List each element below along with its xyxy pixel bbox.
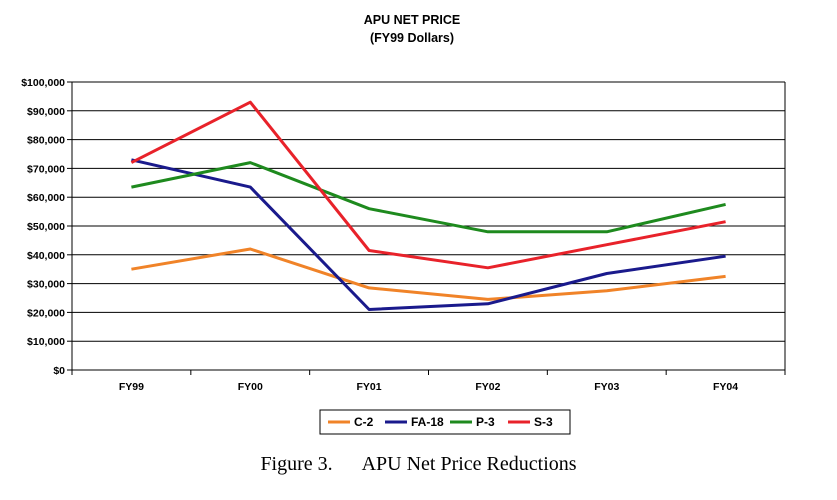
legend-label: S-3 xyxy=(534,415,553,429)
series-lines xyxy=(130,100,726,311)
y-tick-label: $0 xyxy=(53,365,65,377)
series-line-s-3 xyxy=(130,100,726,270)
series-line-fa-18 xyxy=(131,158,726,311)
y-tick-label: $60,000 xyxy=(27,192,65,204)
y-tick-label: $30,000 xyxy=(27,279,65,291)
x-tick-label: FY04 xyxy=(713,381,738,393)
figure-caption-text: APU Net Price Reductions xyxy=(361,453,577,475)
y-axis-ticks: $0 $10,000 $20,000 $30,000 $40,000 $50,000 $60… xyxy=(21,77,65,377)
x-tick-label: FY99 xyxy=(119,381,144,393)
figure-label: Figure 3. xyxy=(260,453,333,475)
legend-label: P-3 xyxy=(476,415,495,429)
x-tick-label: FY03 xyxy=(594,381,619,393)
legend-label: C-2 xyxy=(354,415,374,429)
x-axis-ticks: FY99 FY00 FY01 FY02 FY03 FY04 xyxy=(71,370,786,393)
y-tick-label: $10,000 xyxy=(27,336,65,348)
y-tick-label: $80,000 xyxy=(27,135,65,147)
x-tick-label: FY02 xyxy=(475,381,500,393)
x-tick-label: FY00 xyxy=(238,381,263,393)
x-tick-label: FY01 xyxy=(357,381,382,393)
y-tick-label: $20,000 xyxy=(27,307,65,319)
y-tick-label: $90,000 xyxy=(27,106,65,118)
y-tick-label: $100,000 xyxy=(21,77,65,89)
figure-caption: Figure 3. APU Net Price Reductions xyxy=(0,453,837,476)
series-line-p-3 xyxy=(131,161,726,234)
legend-label: FA-18 xyxy=(411,415,444,429)
chart-subtitle: (FY99 Dollars) xyxy=(370,31,454,45)
legend: C-2 FA-18 P-3 S-3 xyxy=(319,409,571,435)
line-chart: APU NET PRICE (FY99 Dollars) $0 $10,000 $2… xyxy=(21,13,786,435)
chart-title: APU NET PRICE xyxy=(364,13,461,27)
gridlines xyxy=(67,81,786,371)
series-line-c-2 xyxy=(131,247,726,301)
y-tick-label: $70,000 xyxy=(27,163,65,175)
y-tick-label: $40,000 xyxy=(27,250,65,262)
y-tick-label: $50,000 xyxy=(27,221,65,233)
